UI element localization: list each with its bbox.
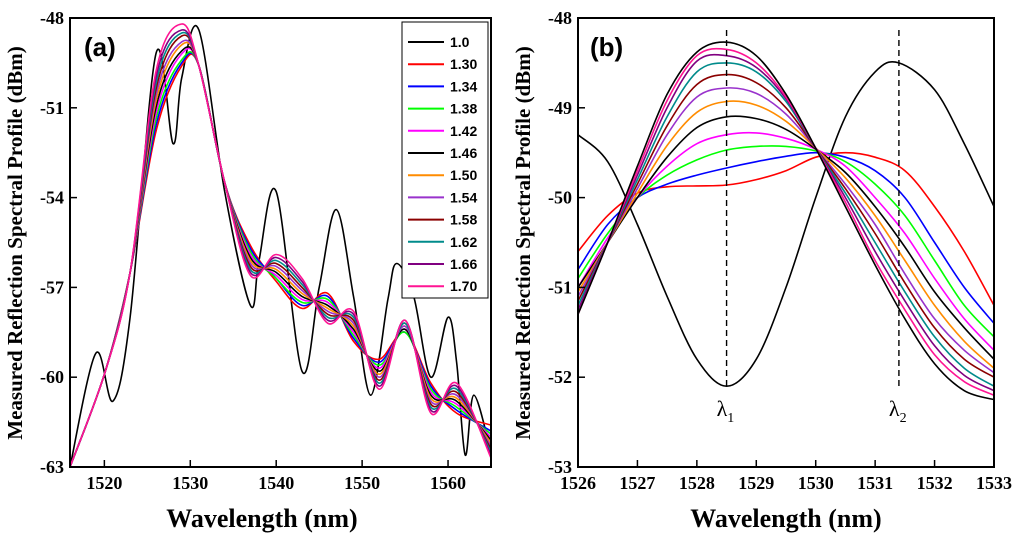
legend: 1.0 1.30 1.34 1.38 1.42 1.46 1.50 1.54 1.58 1.62 1… <box>401 21 489 299</box>
y-tick-label-a-4: -51 <box>40 98 64 118</box>
x-axis-title-a: Wavelength (nm) <box>166 504 357 533</box>
series-group-a <box>70 23 491 467</box>
y-tick-label-a-3: -54 <box>40 188 64 208</box>
y-tick-label-b-3: -50 <box>548 188 572 208</box>
marker-label-2: λ2 <box>889 396 907 426</box>
series-b-1 <box>578 151 994 306</box>
series-b-6 <box>578 100 994 369</box>
series-a-0 <box>70 25 491 467</box>
series-b-7 <box>578 87 994 374</box>
legend-label-3: 1.38 <box>450 101 477 117</box>
y-tick-label-a-5: -48 <box>40 8 64 28</box>
series-b-4 <box>578 131 994 351</box>
y-tick-label-b-5: -48 <box>548 8 572 28</box>
x-tick-label-b-0: 1526 <box>560 473 596 493</box>
plot-frame-a <box>69 17 492 468</box>
y-tick-label-a-0: -63 <box>40 457 64 477</box>
x-tick-label-b-6: 1532 <box>917 473 953 493</box>
legend-label-2: 1.34 <box>450 78 477 94</box>
series-a-11 <box>70 23 491 467</box>
legend-label-9: 1.62 <box>450 234 477 250</box>
panel-a: 1520 1530 1540 1550 1560 -63 -60 -57 -54 -51 -48 (… <box>3 8 492 533</box>
legend-label-4: 1.42 <box>450 123 477 139</box>
series-b-8 <box>578 73 994 378</box>
y-axis-title-a: Measured Reflection Spectral Profile (dB… <box>3 46 27 439</box>
x-tick-label-b-7: 1533 <box>976 473 1012 493</box>
markers-b: λ1 λ2 <box>717 30 907 426</box>
x-tick-label-a-3: 1550 <box>344 473 380 493</box>
series-b-0 <box>578 60 994 387</box>
legend-label-10: 1.66 <box>450 256 477 272</box>
y-tick-label-b-0: -53 <box>548 457 572 477</box>
series-b-9 <box>578 62 994 387</box>
series-b-3 <box>578 145 994 338</box>
x-tick-label-b-1: 1527 <box>619 473 655 493</box>
series-b-11 <box>578 47 994 396</box>
series-b-10 <box>578 53 994 392</box>
y-tick-label-b-4: -49 <box>548 98 572 118</box>
x-tick-label-b-4: 1530 <box>798 473 834 493</box>
x-axis-title-b: Wavelength (nm) <box>690 504 881 533</box>
x-tick-label-a-0: 1520 <box>86 473 122 493</box>
legend-label-1: 1.30 <box>450 56 477 72</box>
series-group-b <box>578 41 994 401</box>
series-b-2 <box>578 151 994 324</box>
series-b-5 <box>578 115 994 360</box>
y-tick-label-a-1: -60 <box>40 367 64 387</box>
legend-label-0: 1.0 <box>450 34 470 50</box>
y-tick-label-b-1: -52 <box>548 367 572 387</box>
x-tick-label-a-4: 1560 <box>430 473 466 493</box>
panel-label-b: (b) <box>590 32 623 62</box>
marker-label-1: λ1 <box>717 396 735 426</box>
panel-b: λ1 λ2 1526 1527 1528 1529 1530 1531 1532 1533 -53… <box>511 8 1012 533</box>
legend-label-6: 1.50 <box>450 167 477 183</box>
y-tick-label-b-2: -51 <box>548 277 572 297</box>
ticks-a: 1520 1530 1540 1550 1560 -63 -60 -57 -54 -51 -48 <box>40 8 466 493</box>
x-tick-label-a-2: 1540 <box>258 473 294 493</box>
legend-label-11: 1.70 <box>450 278 477 294</box>
legend-label-5: 1.46 <box>450 145 477 161</box>
y-axis-title-b: Measured Reflection Spectral Profile (dB… <box>511 46 535 439</box>
legend-label-7: 1.54 <box>450 189 477 205</box>
legend-entries: 1.0 1.30 1.34 1.38 1.42 1.46 1.50 1.54 1.58 1.62 1… <box>408 34 477 294</box>
x-tick-label-b-2: 1528 <box>679 473 715 493</box>
legend-box <box>401 21 489 299</box>
plot-frame-b <box>577 17 995 468</box>
x-tick-label-b-3: 1529 <box>738 473 774 493</box>
panel-label-a: (a) <box>84 32 116 62</box>
series-b-12 <box>578 41 994 401</box>
legend-label-8: 1.58 <box>450 212 477 228</box>
ticks-b: 1526 1527 1528 1529 1530 1531 1532 1533 -53 -52 -5… <box>548 8 1012 493</box>
x-tick-label-b-5: 1531 <box>857 473 893 493</box>
x-tick-label-a-1: 1530 <box>172 473 208 493</box>
y-tick-label-a-2: -57 <box>40 277 64 297</box>
